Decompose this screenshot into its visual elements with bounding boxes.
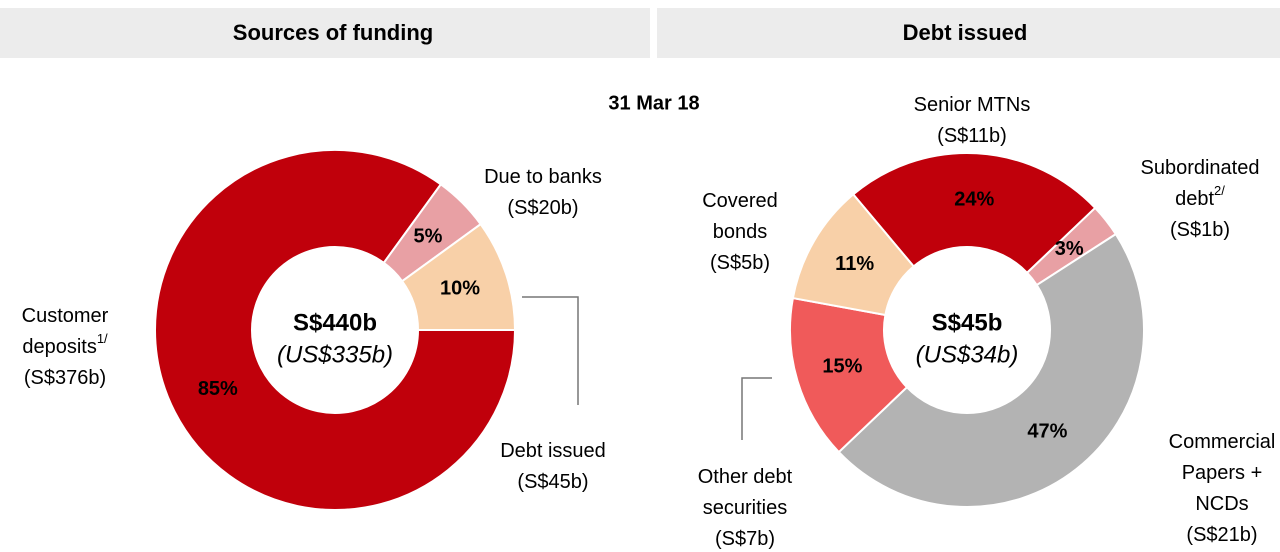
connector — [522, 296, 579, 405]
chart-title: Sources of funding — [233, 20, 433, 45]
category-label: Covered bonds (S$5b) — [702, 190, 778, 274]
header-bar — [657, 8, 1280, 58]
category-line: Other debt — [698, 466, 793, 488]
amount-label: (S$1b) — [1170, 219, 1230, 241]
date: 31 Mar 18 — [608, 92, 699, 114]
center-label: S$440b — [293, 309, 377, 336]
category-label: Customer deposits1/ (S$376b) — [22, 305, 109, 389]
category-label: Other debt securities (S$7b) — [698, 466, 793, 550]
value-label: 11% — [835, 253, 874, 275]
value-label: 85% — [198, 378, 238, 400]
wedge — [400, 222, 517, 331]
category-label: Subordinated debt2/ (S$1b) — [1141, 157, 1260, 241]
category-label: Commercial Papers + NCDs (S$21b) — [1169, 431, 1276, 546]
header-bar — [0, 8, 650, 58]
category-line: Senior MTNs — [914, 94, 1031, 116]
value-label: 3% — [1055, 238, 1084, 260]
category-line: Covered — [702, 190, 778, 212]
amount-label: (S$21b) — [1186, 524, 1257, 546]
category-line: Subordinated — [1141, 157, 1260, 179]
category-label: Senior MTNs (S$11b) — [914, 94, 1031, 147]
connector — [741, 377, 772, 440]
value-label: 5% — [414, 225, 443, 247]
category-line: Papers + — [1182, 462, 1263, 484]
amount-label: (S$45b) — [517, 471, 588, 493]
amount-label: (S$5b) — [710, 252, 770, 274]
chart-title: Debt issued — [903, 20, 1028, 45]
category-line: debt — [1175, 188, 1214, 210]
category-label: Due to banks (S$20b) — [484, 166, 602, 219]
category-line: deposits — [22, 336, 97, 358]
value-label: 24% — [954, 188, 994, 210]
center-sublabel: (US$34b) — [916, 341, 1019, 368]
category-line: securities — [703, 497, 787, 519]
amount-label: (S$20b) — [507, 197, 578, 219]
category-label: Debt issued (S$45b) — [500, 440, 606, 493]
category-line: Commercial — [1169, 431, 1276, 453]
category-line: bonds — [713, 221, 768, 243]
wedge — [154, 149, 517, 511]
footnote: 1/ — [97, 331, 108, 346]
category-line: Due to banks — [484, 166, 602, 188]
category-line: Customer — [22, 305, 109, 327]
amount-label: (S$7b) — [715, 528, 775, 550]
wedge — [851, 152, 1097, 275]
value-label: 15% — [822, 355, 862, 377]
value-label: 47% — [1027, 420, 1067, 442]
category-line: Debt issued — [500, 440, 606, 462]
wedge — [789, 296, 909, 454]
wedge — [837, 232, 1145, 508]
wedge — [791, 193, 916, 317]
value-label: 10% — [440, 278, 480, 300]
center-label: S$45b — [932, 309, 1003, 336]
category-line: NCDs — [1195, 493, 1248, 515]
amount-label: (S$376b) — [24, 367, 106, 389]
footnote: 2/ — [1214, 183, 1225, 198]
center-sublabel: (US$335b) — [277, 341, 393, 368]
amount-label: (S$11b) — [937, 125, 1007, 147]
